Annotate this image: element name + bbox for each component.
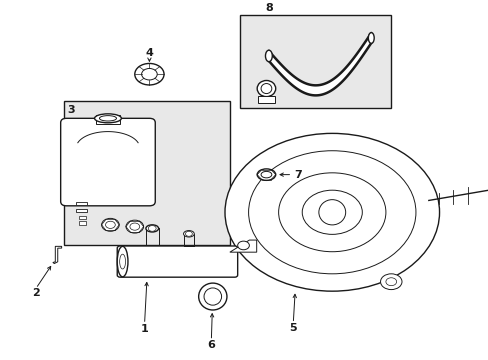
- Ellipse shape: [257, 81, 275, 96]
- Ellipse shape: [183, 230, 194, 237]
- FancyBboxPatch shape: [61, 118, 155, 206]
- Circle shape: [105, 221, 115, 228]
- Circle shape: [142, 68, 157, 80]
- Ellipse shape: [318, 200, 345, 225]
- Circle shape: [380, 274, 401, 289]
- Polygon shape: [53, 246, 61, 264]
- Bar: [76, 209, 87, 212]
- Bar: [64, 101, 229, 244]
- Text: 5: 5: [289, 323, 297, 333]
- Bar: [239, 15, 390, 108]
- Circle shape: [302, 190, 362, 234]
- Ellipse shape: [257, 169, 275, 180]
- Circle shape: [185, 231, 192, 236]
- Bar: [76, 202, 87, 205]
- Circle shape: [278, 173, 385, 252]
- Ellipse shape: [261, 84, 271, 94]
- Bar: [79, 216, 85, 220]
- Ellipse shape: [198, 283, 226, 310]
- Circle shape: [237, 241, 249, 250]
- Bar: [96, 116, 120, 125]
- Ellipse shape: [367, 33, 373, 43]
- Circle shape: [135, 63, 163, 85]
- Text: 4: 4: [145, 48, 153, 58]
- Text: 7: 7: [294, 170, 302, 180]
- Ellipse shape: [265, 50, 272, 62]
- Ellipse shape: [117, 246, 128, 277]
- Ellipse shape: [120, 254, 125, 269]
- Bar: [79, 221, 85, 225]
- Text: 3: 3: [67, 105, 75, 115]
- Circle shape: [248, 151, 415, 274]
- Polygon shape: [268, 33, 370, 95]
- Ellipse shape: [261, 171, 271, 178]
- Circle shape: [385, 278, 396, 285]
- Ellipse shape: [145, 225, 158, 232]
- Ellipse shape: [94, 114, 121, 123]
- Circle shape: [130, 223, 140, 230]
- Ellipse shape: [99, 116, 116, 121]
- Polygon shape: [229, 240, 256, 252]
- Text: 8: 8: [264, 3, 272, 13]
- Text: 1: 1: [141, 324, 148, 334]
- Bar: [257, 96, 275, 103]
- Circle shape: [102, 219, 119, 231]
- Ellipse shape: [203, 288, 221, 305]
- Circle shape: [148, 226, 156, 231]
- Text: 2: 2: [32, 288, 40, 298]
- Text: 6: 6: [207, 340, 215, 350]
- Circle shape: [126, 220, 143, 233]
- FancyBboxPatch shape: [117, 246, 237, 277]
- Circle shape: [224, 134, 439, 291]
